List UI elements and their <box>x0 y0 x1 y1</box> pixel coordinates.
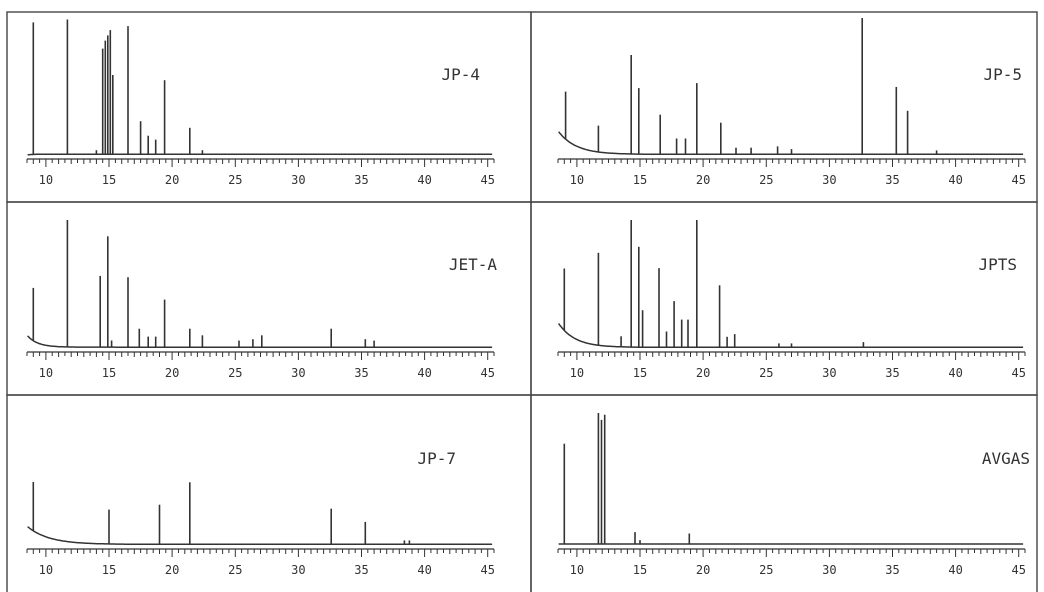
x-tick-label: 35 <box>354 563 368 577</box>
x-tick-label: 15 <box>633 366 647 380</box>
x-tick-label: 15 <box>102 173 116 187</box>
chromatogram-marks: 10 15 20 25 30 35 40 45 <box>557 413 1026 577</box>
x-tick-label: 30 <box>291 563 305 577</box>
baseline-trace <box>27 153 493 156</box>
x-tick-label: 30 <box>291 366 305 380</box>
chromatogram-marks: 10 15 20 25 30 35 40 45 <box>26 19 495 187</box>
x-tick-label: 25 <box>759 173 773 187</box>
x-tick-label: 10 <box>570 563 584 577</box>
x-tick-label: 25 <box>228 173 242 187</box>
x-tick-label: 25 <box>759 366 773 380</box>
x-tick-label: 45 <box>480 366 494 380</box>
panel-label: JPTS <box>978 255 1017 274</box>
x-tick-label: 40 <box>417 173 431 187</box>
x-tick-label: 35 <box>354 366 368 380</box>
x-tick-label: 25 <box>228 366 242 380</box>
x-tick-label: 45 <box>480 563 494 577</box>
x-tick-label: 20 <box>165 563 179 577</box>
x-tick-label: 40 <box>417 563 431 577</box>
x-tick-label: 15 <box>102 563 116 577</box>
x-tick-label: 10 <box>570 173 584 187</box>
panel-avgas: AVGAS 10 15 20 25 30 35 40 45 <box>530 394 1038 592</box>
x-tick-label: 15 <box>633 173 647 187</box>
panel-label: JET-A <box>449 255 498 274</box>
x-tick-label: 45 <box>480 173 494 187</box>
x-tick-label: 30 <box>822 366 836 380</box>
x-tick-label: 30 <box>291 173 305 187</box>
panel-label: AVGAS <box>982 449 1030 468</box>
panel-frame <box>530 394 1038 592</box>
x-tick-label: 35 <box>885 173 899 187</box>
x-tick-label: 10 <box>39 366 53 380</box>
x-tick-label: 20 <box>696 563 710 577</box>
panel-label: JP-4 <box>441 65 480 84</box>
panel-jp7: JP-7 10 15 20 25 30 35 40 45 <box>6 394 532 592</box>
x-tick-label: 15 <box>102 366 116 380</box>
chromatogram-marks: 10 15 20 25 30 35 40 45 <box>26 220 495 380</box>
x-tick-label: 10 <box>39 563 53 577</box>
x-tick-label: 35 <box>885 366 899 380</box>
baseline-trace <box>27 526 493 546</box>
x-tick-label: 25 <box>759 563 773 577</box>
panel-jpts: JPTS 10 15 20 25 30 35 40 45 <box>530 201 1038 396</box>
x-tick-label: 20 <box>696 366 710 380</box>
x-tick-label: 45 <box>1011 366 1025 380</box>
x-tick-label: 45 <box>1011 173 1025 187</box>
x-tick-label: 15 <box>633 563 647 577</box>
x-tick-label: 40 <box>948 173 962 187</box>
chromatogram-marks: 10 15 20 25 30 35 40 45 <box>26 482 495 577</box>
x-tick-label: 40 <box>948 563 962 577</box>
chromatogram-marks: 10 15 20 25 30 35 40 45 <box>557 18 1026 187</box>
x-tick-label: 20 <box>696 173 710 187</box>
x-tick-label: 35 <box>354 173 368 187</box>
x-tick-label: 40 <box>417 366 431 380</box>
panel-label: JP-5 <box>983 65 1022 84</box>
x-tick-label: 35 <box>885 563 899 577</box>
chromatogram-marks: 10 15 20 25 30 35 40 45 <box>557 220 1026 380</box>
x-tick-label: 45 <box>1011 563 1025 577</box>
x-tick-label: 30 <box>822 173 836 187</box>
x-tick-label: 25 <box>228 563 242 577</box>
x-tick-label: 20 <box>165 173 179 187</box>
x-tick-label: 40 <box>948 366 962 380</box>
baseline-trace <box>27 335 493 348</box>
x-tick-label: 30 <box>822 563 836 577</box>
x-tick-label: 20 <box>165 366 179 380</box>
x-tick-label: 10 <box>39 173 53 187</box>
x-tick-label: 10 <box>570 366 584 380</box>
panel-label: JP-7 <box>417 449 456 468</box>
